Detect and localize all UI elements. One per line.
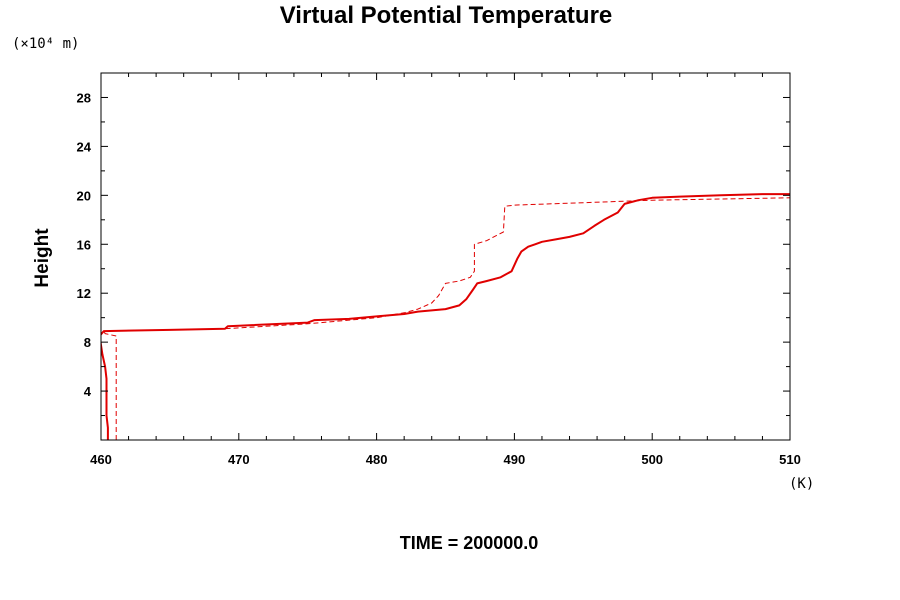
series-line-solid [101, 193, 790, 440]
chart-title: Virtual Potential Temperature [280, 2, 613, 29]
series-layer [101, 193, 790, 440]
y-axis-unit: (×10⁴ m) [12, 36, 79, 52]
y-tick-label: 16 [77, 237, 91, 252]
y-tick-label: 12 [77, 286, 91, 301]
y-tick-label: 20 [77, 188, 91, 203]
x-tick-label: 490 [504, 452, 526, 467]
axes-layer: 460 470 480 490 500 510 4 8 12 16 20 24 28 [77, 72, 801, 467]
y-tick-label: 24 [77, 139, 92, 154]
y-tick-label: 8 [84, 335, 91, 350]
x-tick-label: 470 [228, 452, 250, 467]
x-tick-label: 500 [641, 452, 663, 467]
x-tick-label: 480 [366, 452, 388, 467]
y-axis-label: Height [32, 228, 53, 288]
y-tick-label: 28 [77, 90, 91, 105]
series-line-dashed [103, 197, 790, 440]
x-tick-label: 510 [779, 452, 801, 467]
x-tick-label: 460 [90, 452, 112, 467]
x-axis-unit: (K) [789, 476, 814, 492]
footer-time: TIME = 200000.0 [400, 533, 539, 553]
y-tick-label: 4 [84, 384, 92, 399]
plot-frame [100, 72, 791, 441]
